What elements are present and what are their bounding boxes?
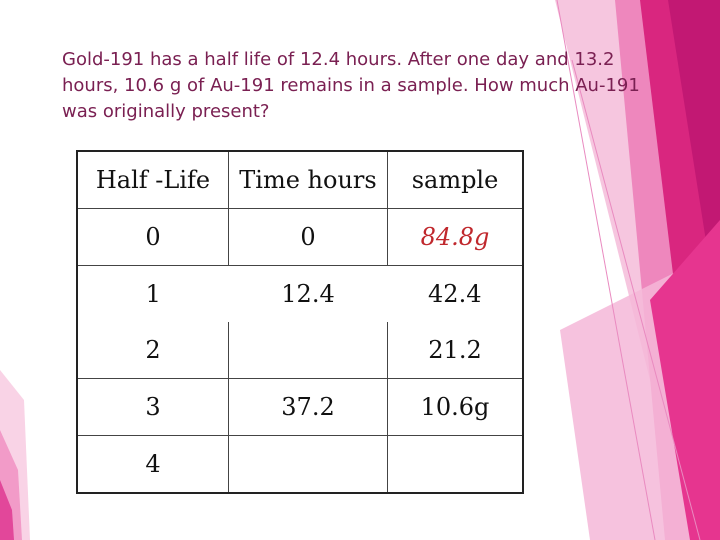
- left-facet-mid: [0, 430, 22, 540]
- cell-half-life: 0: [76, 208, 229, 266]
- cell-time: [228, 435, 388, 494]
- cell-half-life: 4: [76, 435, 229, 494]
- cell-half-life: 2: [76, 322, 229, 379]
- cell-sample: 10.6g: [387, 378, 524, 436]
- cell-half-life: 1: [76, 265, 229, 322]
- cell-sample: 21.2: [387, 322, 524, 379]
- left-facet-pale: [0, 370, 30, 540]
- cell-time: 12.4: [228, 265, 388, 322]
- half-life-table: Half -Life Time hours sample 0 0 84.8g 1…: [76, 150, 524, 494]
- header-time-hours: Time hours: [228, 150, 388, 209]
- table-row: 3 37.2 10.6g: [76, 378, 524, 436]
- table-row: 4: [76, 435, 524, 494]
- cell-half-life: 3: [76, 378, 229, 436]
- left-facet-deep: [0, 480, 14, 540]
- facet-line: [571, 59, 701, 540]
- header-sample: sample: [387, 150, 524, 209]
- cell-sample: [387, 435, 524, 494]
- table-row: 1 12.4 42.4: [76, 265, 524, 322]
- question-text: Gold-191 has a half life of 12.4 hours. …: [62, 49, 640, 122]
- facet-pale-lower: [560, 250, 720, 540]
- header-half-life: Half -Life: [76, 150, 229, 209]
- cell-time: 0: [228, 208, 388, 266]
- cell-sample-answer: 84.8g: [387, 208, 524, 266]
- table-row: 2 21.2: [76, 322, 524, 379]
- cell-time: [228, 322, 388, 379]
- cell-time: 37.2: [228, 378, 388, 436]
- facet-deep: [668, 0, 720, 330]
- facet-bright-lower: [650, 220, 720, 540]
- table-header-row: Half -Life Time hours sample: [76, 150, 524, 209]
- table-row: 0 0 84.8g: [76, 208, 524, 266]
- cell-sample: 42.4: [387, 265, 524, 322]
